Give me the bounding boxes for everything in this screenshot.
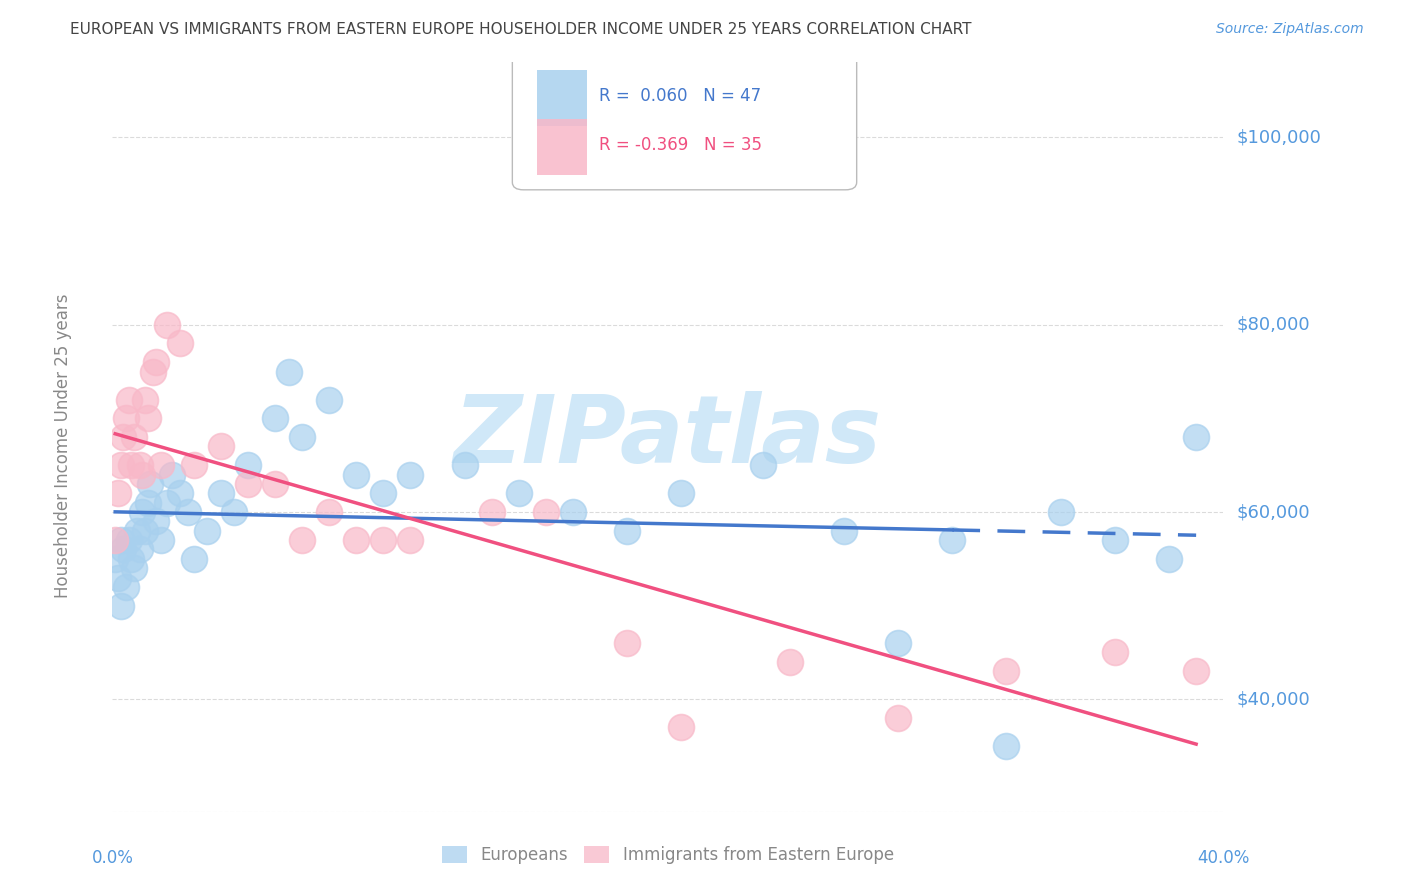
Text: R = -0.369   N = 35: R = -0.369 N = 35	[599, 136, 762, 153]
Point	[236, 458, 259, 473]
Point	[209, 440, 232, 454]
Point	[156, 496, 179, 510]
Point	[671, 486, 693, 500]
Point	[209, 486, 232, 500]
Point	[128, 542, 150, 557]
Point	[136, 411, 159, 425]
Point	[344, 467, 367, 482]
Point	[120, 458, 142, 473]
Point	[142, 365, 165, 379]
Point	[508, 486, 530, 500]
Point	[104, 533, 127, 547]
Point	[104, 551, 127, 566]
Point	[131, 505, 153, 519]
Point	[373, 486, 395, 500]
Point	[399, 467, 422, 482]
FancyBboxPatch shape	[537, 70, 586, 126]
Point	[118, 392, 141, 407]
Point	[128, 458, 150, 473]
Point	[751, 458, 773, 473]
Point	[177, 505, 200, 519]
Point	[110, 599, 132, 613]
FancyBboxPatch shape	[512, 47, 856, 190]
Text: 40.0%: 40.0%	[1197, 849, 1250, 867]
Point	[779, 655, 801, 669]
Text: ZIPatlas: ZIPatlas	[454, 391, 882, 483]
Legend: Europeans, Immigrants from Eastern Europe: Europeans, Immigrants from Eastern Europ…	[434, 839, 901, 871]
Point	[318, 505, 340, 519]
Point	[1104, 533, 1126, 547]
Point	[399, 533, 422, 547]
Point	[131, 467, 153, 482]
Text: $60,000: $60,000	[1237, 503, 1310, 521]
Point	[156, 318, 179, 332]
Point	[671, 721, 693, 735]
Point	[107, 571, 129, 585]
Point	[318, 392, 340, 407]
Point	[264, 476, 287, 491]
Text: R =  0.060   N = 47: R = 0.060 N = 47	[599, 87, 761, 105]
Point	[291, 533, 314, 547]
FancyBboxPatch shape	[537, 119, 586, 175]
Point	[145, 355, 167, 369]
Point	[1185, 430, 1208, 444]
Point	[110, 458, 132, 473]
Point	[887, 636, 910, 650]
Point	[183, 551, 205, 566]
Text: Householder Income Under 25 years: Householder Income Under 25 years	[55, 293, 72, 599]
Text: 0.0%: 0.0%	[91, 849, 134, 867]
Point	[1185, 664, 1208, 679]
Point	[150, 458, 173, 473]
Point	[139, 476, 162, 491]
Text: EUROPEAN VS IMMIGRANTS FROM EASTERN EUROPE HOUSEHOLDER INCOME UNDER 25 YEARS COR: EUROPEAN VS IMMIGRANTS FROM EASTERN EURO…	[70, 22, 972, 37]
Text: $40,000: $40,000	[1237, 690, 1310, 708]
Point	[291, 430, 314, 444]
Point	[169, 336, 191, 351]
Point	[1104, 646, 1126, 660]
Point	[887, 711, 910, 725]
Point	[453, 458, 475, 473]
Point	[195, 524, 218, 538]
Point	[995, 664, 1018, 679]
Point	[183, 458, 205, 473]
Point	[277, 365, 299, 379]
Point	[112, 430, 135, 444]
Text: Source: ZipAtlas.com: Source: ZipAtlas.com	[1216, 22, 1364, 37]
Point	[941, 533, 963, 547]
Point	[107, 486, 129, 500]
Point	[122, 561, 145, 575]
Point	[224, 505, 246, 519]
Point	[115, 411, 138, 425]
Point	[1049, 505, 1071, 519]
Point	[160, 467, 183, 482]
Point	[236, 476, 259, 491]
Point	[616, 636, 638, 650]
Point	[562, 505, 585, 519]
Point	[481, 505, 503, 519]
Point	[134, 524, 156, 538]
Point	[344, 533, 367, 547]
Point	[832, 524, 855, 538]
Text: $100,000: $100,000	[1237, 128, 1322, 146]
Point	[110, 533, 132, 547]
Point	[1157, 551, 1180, 566]
Point	[136, 496, 159, 510]
Point	[169, 486, 191, 500]
Point	[115, 580, 138, 594]
Point	[995, 739, 1018, 753]
Point	[616, 524, 638, 538]
Point	[134, 392, 156, 407]
Point	[118, 533, 141, 547]
Point	[373, 533, 395, 547]
Point	[125, 524, 148, 538]
Point	[534, 505, 557, 519]
Point	[112, 542, 135, 557]
Point	[150, 533, 173, 547]
Point	[120, 551, 142, 566]
Text: $80,000: $80,000	[1237, 316, 1310, 334]
Point	[145, 514, 167, 528]
Point	[122, 430, 145, 444]
Point	[264, 411, 287, 425]
